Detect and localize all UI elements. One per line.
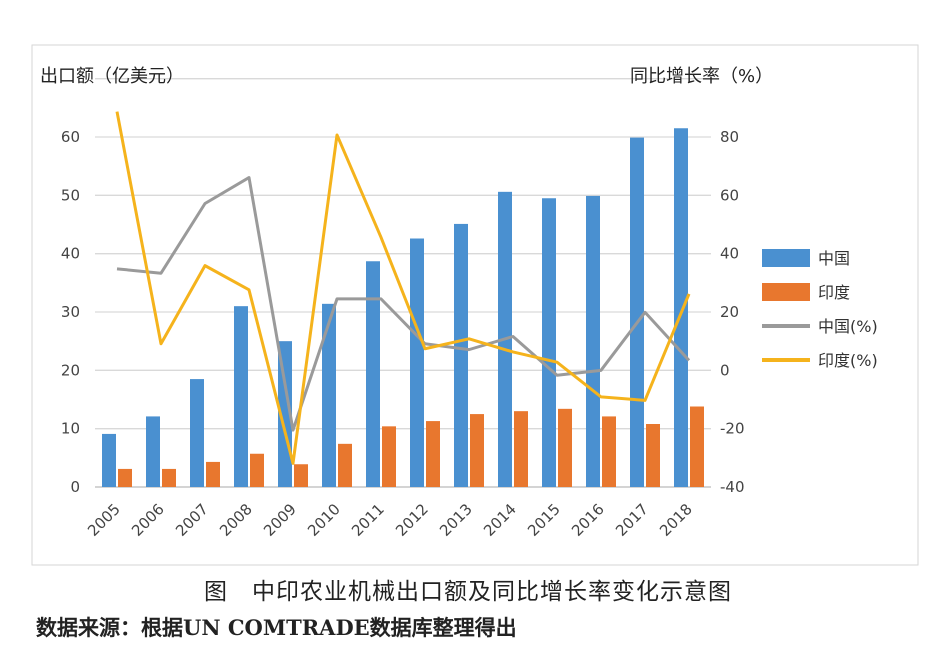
bar-china xyxy=(234,306,248,487)
left-tick-label: 10 xyxy=(61,420,80,438)
bar-india xyxy=(690,406,704,487)
left-tick-label: 40 xyxy=(61,245,80,263)
right-tick-label: 20 xyxy=(720,303,739,321)
legend-swatch xyxy=(762,283,810,301)
bar-india xyxy=(514,411,528,487)
bar-india xyxy=(162,468,176,487)
x-tick-label: 2009 xyxy=(260,500,300,540)
right-axis-title: 同比增长率（%） xyxy=(630,66,773,87)
bar-china xyxy=(454,223,468,487)
left-axis-title: 出口额（亿美元） xyxy=(40,66,184,87)
x-tick-label: 2008 xyxy=(216,500,256,540)
x-tick-label: 2018 xyxy=(656,500,696,540)
right-tick-label: 60 xyxy=(720,186,739,204)
chart: 0 10 20 30 40 50 60 -40 -20 0 20 40 60 80 2005 2006 2007… xyxy=(31,44,919,566)
x-tick-label: 2013 xyxy=(436,500,476,540)
left-tick-label: 30 xyxy=(61,303,80,321)
bar-india xyxy=(206,461,220,487)
x-tick-label: 2016 xyxy=(568,500,608,540)
x-tick-label: 2012 xyxy=(392,500,432,540)
bar-china xyxy=(366,261,380,487)
bar-china xyxy=(322,303,336,487)
bar-india xyxy=(426,421,440,487)
x-tick-label: 2007 xyxy=(172,500,212,540)
left-tick-label: 50 xyxy=(61,186,80,204)
line-china-growth xyxy=(116,176,691,432)
x-tick-label: 2014 xyxy=(480,500,520,540)
legend-label: 中国 xyxy=(818,249,850,268)
right-tick-label: 0 xyxy=(720,361,730,379)
bar-china xyxy=(674,128,688,487)
right-tick-label: -40 xyxy=(720,478,745,496)
x-tick-label: 2017 xyxy=(612,500,652,540)
bar-india xyxy=(338,443,352,487)
left-tick-label: 0 xyxy=(70,478,80,496)
bar-india xyxy=(382,426,396,487)
left-tick-label: 60 xyxy=(61,128,80,146)
legend-label: 中国(%) xyxy=(818,317,878,336)
x-tick-label: 2005 xyxy=(84,500,124,540)
bar-china xyxy=(102,433,116,487)
x-tick-label: 2006 xyxy=(128,500,168,540)
data-source: 数据来源：根据UN COMTRADE数据库整理得出 xyxy=(36,615,517,640)
bar-china xyxy=(630,137,644,488)
bar-india xyxy=(470,414,484,487)
bar-china xyxy=(190,379,204,487)
legend-label: 印度 xyxy=(818,283,850,302)
left-tick-label: 20 xyxy=(61,361,80,379)
line-india-growth xyxy=(115,111,691,465)
right-tick-label: 80 xyxy=(720,128,739,146)
bar-india xyxy=(558,408,572,487)
legend-swatch xyxy=(762,249,810,267)
chart-border xyxy=(31,44,919,566)
bar-china xyxy=(586,195,600,487)
x-tick-label: 2015 xyxy=(524,500,564,540)
legend-label: 印度(%) xyxy=(818,351,878,370)
bar-china xyxy=(146,416,160,487)
x-tick-label: 2011 xyxy=(348,500,388,540)
bar-china xyxy=(410,238,424,487)
x-tick-label: 2010 xyxy=(304,500,344,540)
right-tick-label: -20 xyxy=(720,420,745,438)
bar-india xyxy=(250,453,264,487)
bar-china xyxy=(542,198,556,487)
figure-caption: 图 中印农业机械出口额及同比增长率变化示意图 xyxy=(204,579,732,605)
bar-india xyxy=(646,424,660,487)
bar-india xyxy=(118,468,132,487)
bar-india xyxy=(294,464,308,487)
right-tick-label: 40 xyxy=(720,245,739,263)
bar-india xyxy=(602,416,616,487)
